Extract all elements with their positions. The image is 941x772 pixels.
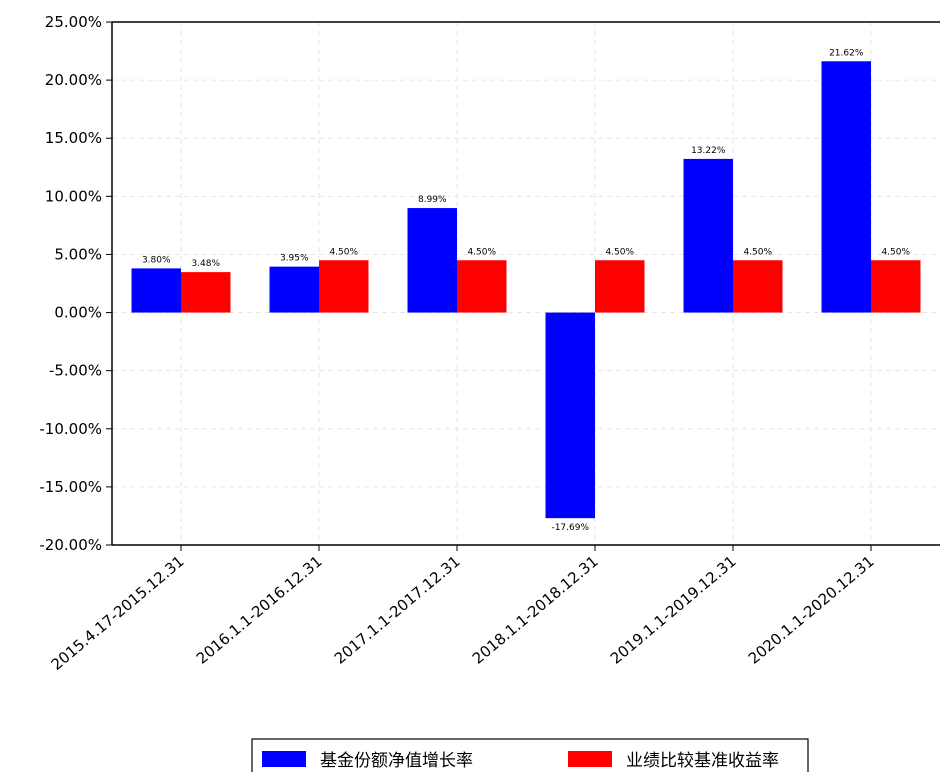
y-tick-label: 25.00% (45, 13, 102, 31)
bar-value-label: 3.80% (142, 255, 171, 265)
legend-swatch (568, 751, 612, 767)
bar-value-label: 8.99% (418, 195, 447, 205)
legend: 基金份额净值增长率 业绩比较基准收益率 (251, 738, 809, 772)
grid-lines (112, 21, 940, 546)
bars (131, 61, 921, 519)
bar-value-label: 13.22% (691, 146, 726, 156)
bar-value-label: 4.50% (605, 247, 634, 257)
bar-benchmark (319, 260, 369, 313)
data-labels: 3.80% 3.48% 3.95% 4.50% 8.99% 4.50% -17.69% 4.5… (142, 48, 911, 533)
axes (111, 21, 940, 546)
bar-nav-growth (821, 61, 871, 313)
y-tick-label: 15.00% (45, 129, 102, 147)
bar-value-label: 3.48% (191, 259, 220, 269)
y-tick-label: -20.00% (39, 536, 102, 554)
x-axis-ticks: 2015.4.17-2015.12.31 2016.1.1-2016.12.31 2… (48, 545, 878, 674)
y-tick-label: 0.00% (54, 304, 102, 322)
bar-value-label: 4.50% (467, 247, 496, 257)
bar-benchmark (871, 260, 921, 313)
y-axis-ticks: 25.00% 20.00% 15.00% 10.00% 5.00% 0.00% -5.00%… (39, 13, 112, 554)
y-tick-label: 10.00% (45, 187, 102, 205)
bar-benchmark (595, 260, 645, 313)
legend-label: 基金份额净值增长率 (320, 751, 473, 771)
legend-frame (251, 738, 809, 772)
bar-nav-growth (545, 312, 595, 519)
bar-benchmark (733, 260, 783, 313)
bar-value-label: 4.50% (881, 247, 910, 257)
bar-value-label: 4.50% (329, 247, 358, 257)
y-tick-label: -10.00% (39, 420, 102, 438)
x-tick-label: 2018.1.1-2018.12.31 (469, 552, 602, 667)
y-tick-label: -15.00% (39, 478, 102, 496)
bar-nav-growth (131, 268, 181, 313)
bar-value-label: 3.95% (280, 254, 309, 264)
y-tick-label: 5.00% (54, 245, 102, 263)
bar-nav-growth (683, 158, 733, 313)
bar-nav-growth (407, 208, 457, 313)
bar-value-label: 21.62% (829, 48, 864, 58)
x-tick-label: 2015.4.17-2015.12.31 (48, 552, 188, 674)
y-tick-label: 20.00% (45, 71, 102, 89)
x-tick-label: 2019.1.1-2019.12.31 (607, 552, 740, 667)
bar-value-label: -17.69% (551, 523, 589, 533)
legend-swatch (262, 751, 306, 767)
x-tick-label: 2017.1.1-2017.12.31 (331, 552, 464, 667)
x-tick-label: 2020.1.1-2020.12.31 (745, 552, 878, 667)
bar-nav-growth (269, 266, 319, 313)
bar-benchmark (457, 260, 507, 313)
bar-value-label: 4.50% (743, 247, 772, 257)
bar-benchmark (181, 272, 231, 313)
y-tick-label: -5.00% (49, 362, 102, 380)
x-tick-label: 2016.1.1-2016.12.31 (193, 552, 326, 667)
legend-label: 业绩比较基准收益率 (626, 751, 779, 771)
